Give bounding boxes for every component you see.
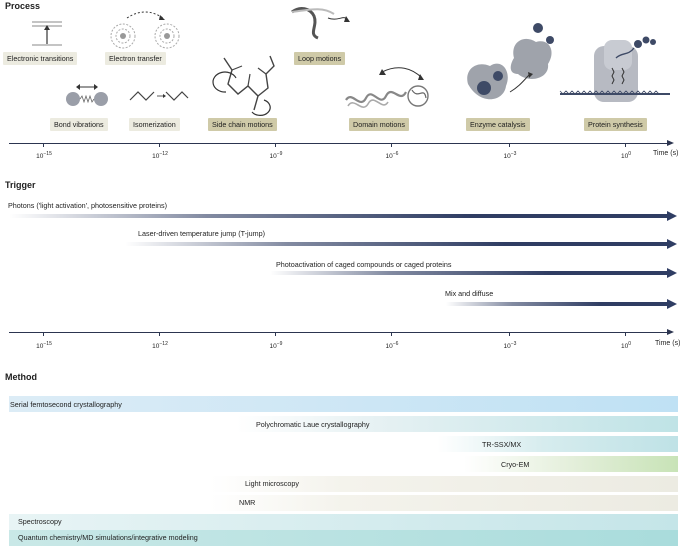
bond-vibration-icon <box>66 84 108 106</box>
domain-motion-icon <box>345 67 429 108</box>
process-axis-arrowhead <box>667 140 674 146</box>
axis1-unit-label: Time (s) <box>653 150 679 157</box>
axis2-tick <box>275 332 276 336</box>
method-label-sfx: Serial femtosecond crystallography <box>10 400 122 409</box>
axis1-tick <box>43 143 44 147</box>
axis2-tick-label: 10−6 <box>385 341 399 351</box>
process-label-isomerization: Isomerization <box>129 118 180 131</box>
section-title-process: Process <box>5 1 41 11</box>
axis1-tick <box>275 143 276 147</box>
axis2-tick <box>625 332 626 336</box>
method-band-quantum <box>9 530 678 546</box>
electron-transfer-icon <box>110 11 180 49</box>
axis2-unit-label: Time (s) <box>655 340 681 347</box>
energy-levels-icon <box>32 21 62 46</box>
trigger-arrow-photons <box>9 214 667 218</box>
method-label-spectroscopy: Spectroscopy <box>18 517 62 526</box>
trigger-arrow-photoactivation <box>270 271 667 275</box>
axis2-tick <box>509 332 510 336</box>
trigger-arrow-mix-and-diffuse <box>446 302 667 306</box>
axis2-tick-label: 10−3 <box>503 341 517 351</box>
trigger-time-axis <box>9 332 669 333</box>
axis1-tick <box>391 143 392 147</box>
axis2-tick <box>391 332 392 336</box>
axis2-tick <box>43 332 44 336</box>
axis1-tick-label: 10−6 <box>385 151 399 161</box>
process-label-side-chain-motions: Side chain motions <box>208 118 277 131</box>
trigger-label-mix-and-diffuse: Mix and diffuse <box>445 289 494 298</box>
axis1-tick-label: 10−12 <box>152 151 168 161</box>
axis1-tick <box>625 143 626 147</box>
trigger-arrowhead-mix-and-diffuse <box>667 299 677 309</box>
method-band-cryoem <box>9 456 678 472</box>
trigger-arrowhead-photons <box>667 211 677 221</box>
method-band-laue <box>9 416 678 432</box>
process-label-bond-vibrations: Bond vibrations <box>50 118 108 131</box>
process-time-axis <box>9 143 669 144</box>
method-band-nmr <box>9 495 678 511</box>
axis2-tick-label: 10−15 <box>36 341 52 351</box>
axis2-tick-label: 100 <box>620 341 632 351</box>
axis1-tick-label: 10−3 <box>503 151 517 161</box>
method-band-sfx <box>9 396 678 412</box>
axis2-tick-label: 10−9 <box>269 341 283 351</box>
loop-motion-icon <box>291 7 350 40</box>
process-label-electron-transfer: Electron transfer <box>105 52 166 65</box>
method-label-light-microscopy: Light microscopy <box>245 479 299 488</box>
process-label-electronic-transitions: Electronic transitions <box>3 52 78 65</box>
section-title-method: Method <box>5 372 37 382</box>
process-label-enzyme-catalysis: Enzyme catalysis <box>466 118 530 131</box>
section-title-trigger: Trigger <box>5 180 36 190</box>
method-band-trssx <box>9 436 678 452</box>
isomerization-icon <box>129 91 189 101</box>
method-label-nmr: NMR <box>239 498 256 507</box>
trigger-arrowhead-photoactivation <box>667 268 677 278</box>
trigger-axis-arrowhead <box>667 329 674 335</box>
enzyme-catalysis-icon <box>467 23 554 100</box>
method-label-trssx: TR-SSX/MX <box>482 440 522 449</box>
process-label-protein-synthesis: Protein synthesis <box>584 118 647 131</box>
method-band-spectroscopy <box>9 514 678 530</box>
axis2-tick-label: 10−12 <box>152 341 168 351</box>
axis1-tick <box>509 143 510 147</box>
process-label-loop-motions: Loop motions <box>294 52 346 65</box>
trigger-arrow-t-jump <box>125 242 667 246</box>
protein-synthesis-icon <box>559 36 670 102</box>
trigger-label-photoactivation: Photoactivation of caged compounds or ca… <box>276 260 452 269</box>
side-chain-icon <box>212 55 275 116</box>
process-label-domain-motions: Domain motions <box>349 118 409 131</box>
method-label-quantum: Quantum chemistry/MD simulations/integra… <box>18 533 198 542</box>
axis2-tick <box>159 332 160 336</box>
method-label-cryoem: Cryo-EM <box>501 460 530 469</box>
axis1-tick-label: 10−15 <box>36 151 52 161</box>
trigger-label-photons: Photons ('light activation', photosensit… <box>8 201 167 210</box>
axis1-tick-label: 10−9 <box>269 151 283 161</box>
trigger-label-t-jump: Laser-driven temperature jump (T-jump) <box>138 229 266 238</box>
axis1-tick <box>159 143 160 147</box>
method-label-laue: Polychromatic Laue crystallography <box>256 420 370 429</box>
trigger-arrowhead-t-jump <box>667 239 677 249</box>
axis1-tick-label: 100 <box>620 151 632 161</box>
method-band-light-microscopy <box>9 476 678 492</box>
